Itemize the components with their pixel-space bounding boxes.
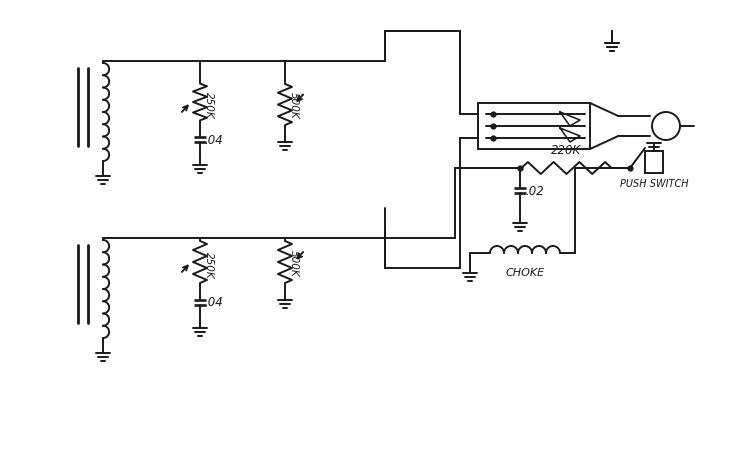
Text: .04: .04 (204, 133, 223, 146)
Text: CHOKE: CHOKE (506, 268, 544, 278)
Text: .04: .04 (204, 296, 223, 309)
Text: 220K: 220K (551, 144, 581, 157)
Text: 250K: 250K (204, 91, 214, 118)
Text: PUSH SWITCH: PUSH SWITCH (620, 178, 688, 188)
Text: 500K: 500K (289, 249, 299, 276)
Bar (645, 152, 663, 174)
Text: 500K: 500K (289, 92, 299, 119)
Bar (478, 104, 590, 149)
Text: 250K: 250K (204, 251, 214, 278)
Text: .02: .02 (525, 185, 544, 198)
